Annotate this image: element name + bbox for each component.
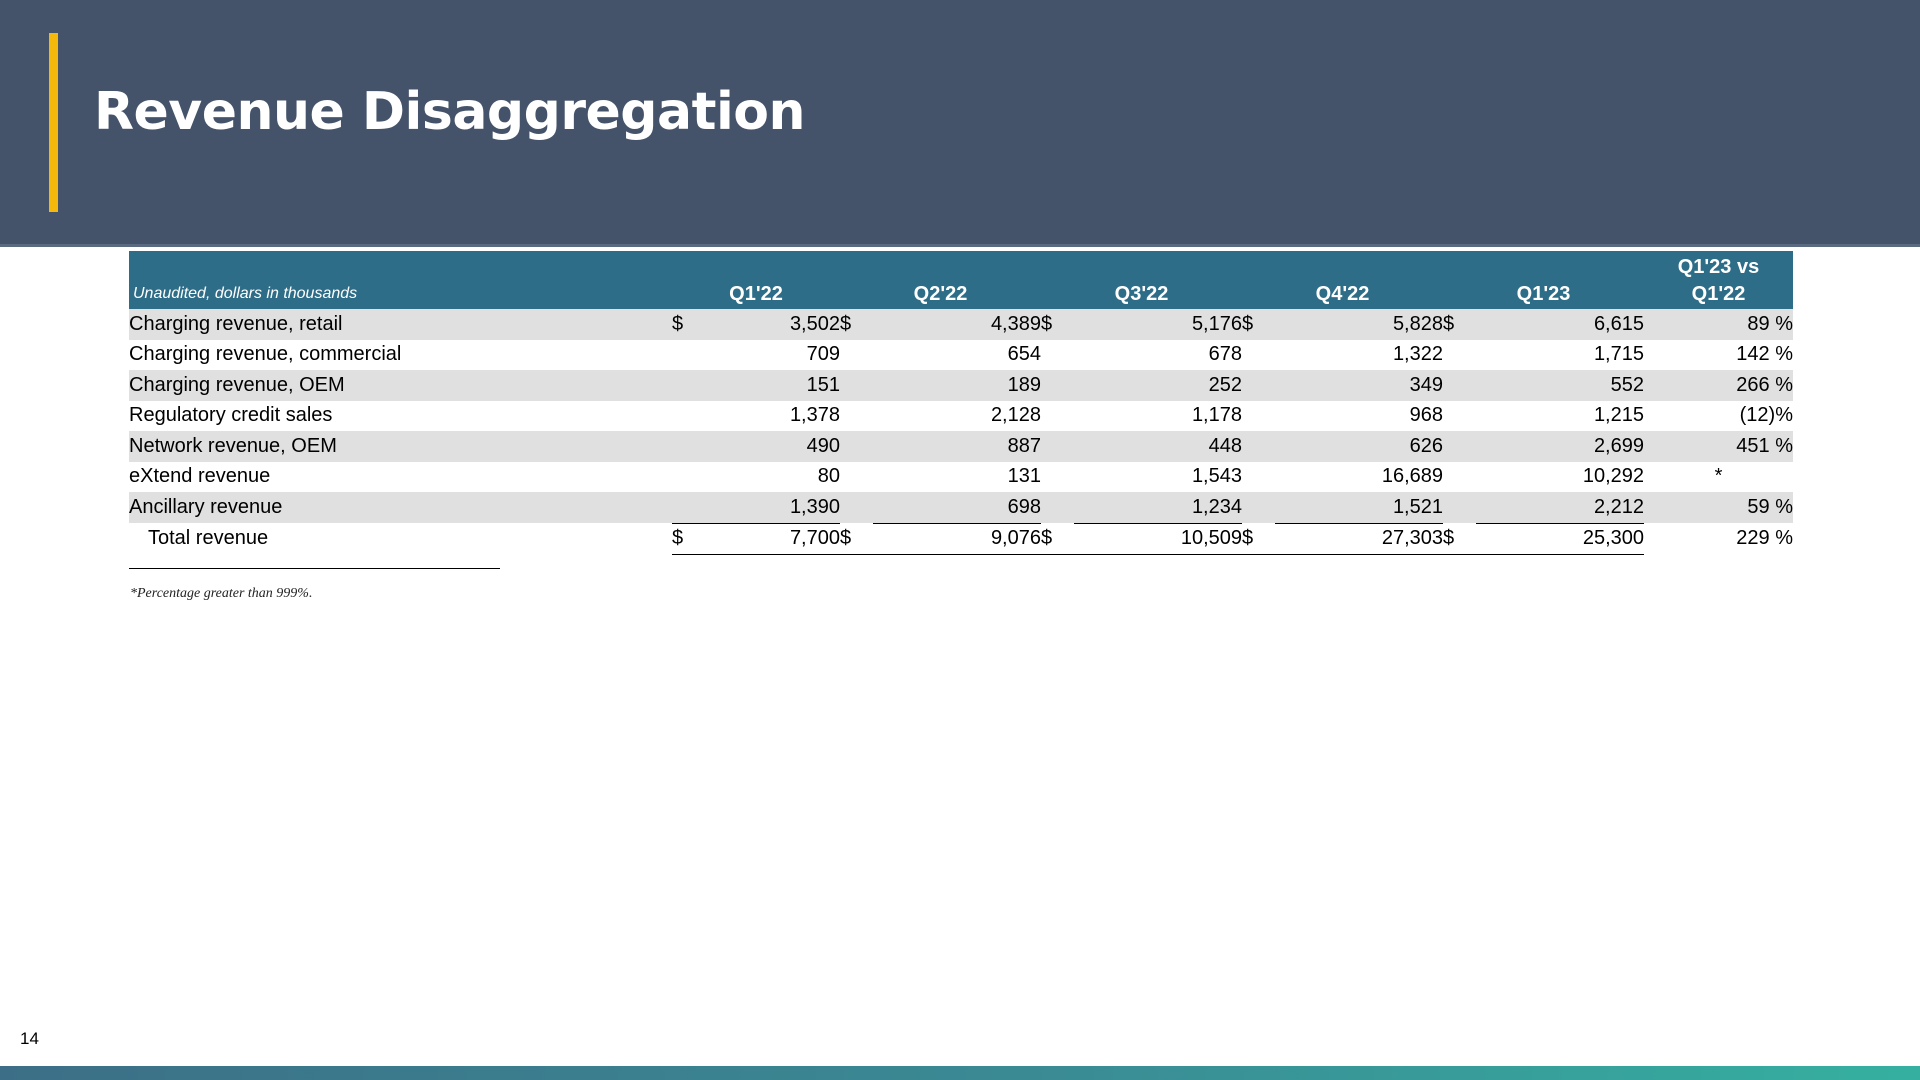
cell-value: 654 <box>1007 343 1041 366</box>
currency-symbol: $ <box>1443 309 1476 340</box>
page-number: 14 <box>20 1029 39 1048</box>
cell-value: 626 <box>1275 431 1443 462</box>
cell-value: 6,615 <box>1476 309 1644 340</box>
table-note: Unaudited, dollars in thousands <box>129 279 672 309</box>
total-value: 7,700 <box>705 523 840 555</box>
cell-value: 349 <box>1275 370 1443 401</box>
currency-symbol: $ <box>672 309 705 340</box>
cell-value: 887 <box>873 431 1041 462</box>
table-row: Charging revenue, retail $ 3,502 $ 4,389… <box>129 309 1793 340</box>
table-row: Regulatory credit sales 1,378 2,128 1,17… <box>129 401 1793 432</box>
cell-value: 1,543 <box>1191 465 1242 488</box>
currency-symbol: $ <box>1242 309 1275 340</box>
cell-value: 189 <box>873 370 1041 401</box>
slide-title: Revenue Disaggregation <box>94 82 806 142</box>
total-value: 10,509 <box>1074 523 1242 555</box>
row-label: Charging revenue, OEM <box>129 370 672 401</box>
cell-value: 698 <box>873 492 1041 524</box>
change-header-line1: Q1'23 vs <box>1644 251 1793 279</box>
currency-symbol: $ <box>1041 309 1074 340</box>
change-value: 59 % <box>1644 492 1793 523</box>
currency-symbol: $ <box>840 309 873 340</box>
total-change-value: 229 % <box>1736 527 1793 550</box>
cell-value: 5,176 <box>1074 309 1242 340</box>
currency-symbol: $ <box>840 523 873 555</box>
change-value: 89 % <box>1644 309 1793 340</box>
total-value: 9,076 <box>873 523 1041 555</box>
cell-value: 1,215 <box>1593 404 1644 427</box>
cell-value: 4,389 <box>873 309 1041 340</box>
currency-symbol: $ <box>672 523 705 555</box>
cell-value: 2,128 <box>990 404 1041 427</box>
currency-symbol: $ <box>1242 523 1275 555</box>
cell-value: 2,212 <box>1476 492 1644 524</box>
cell-value: 10,292 <box>1582 465 1644 488</box>
table-row: eXtend revenue 80 131 1,543 16,689 10,29… <box>129 462 1793 493</box>
footnote-divider <box>129 568 500 569</box>
cell-value: 151 <box>705 370 840 401</box>
cell-value: 678 <box>1208 343 1242 366</box>
column-header: Q2'22 <box>840 279 1041 309</box>
cell-value: 2,699 <box>1476 431 1644 462</box>
cell-value: 252 <box>1074 370 1242 401</box>
row-label: Ancillary revenue <box>129 492 672 523</box>
change-value: 451 % <box>1644 431 1793 462</box>
table-row: Charging revenue, OEM 151 189 252 349 55… <box>129 370 1793 401</box>
accent-bar <box>49 33 58 212</box>
cell-value: 552 <box>1476 370 1644 401</box>
total-row: Total revenue $ 7,700 $ 9,076 $ 10,509 $… <box>129 523 1793 555</box>
row-label: Charging revenue, commercial <box>129 343 402 366</box>
cell-value: 1,390 <box>705 492 840 524</box>
column-header: Q1'22 <box>672 279 840 309</box>
column-header: Q1'23 <box>1443 279 1644 309</box>
cell-value: 16,689 <box>1381 465 1443 488</box>
table-header-row-2: Unaudited, dollars in thousands Q1'22 Q2… <box>129 279 1793 309</box>
cell-value: 1,521 <box>1275 492 1443 524</box>
cell-value: 1,322 <box>1392 343 1443 366</box>
change-value: * <box>1714 465 1723 488</box>
change-header-line2: Q1'22 <box>1644 279 1793 309</box>
total-value: 27,303 <box>1275 523 1443 555</box>
column-header: Q4'22 <box>1242 279 1443 309</box>
total-label: Total revenue <box>148 527 269 550</box>
row-label: Network revenue, OEM <box>129 431 672 462</box>
change-value: 266 % <box>1644 370 1793 401</box>
table-row: Charging revenue, commercial 709 654 678… <box>129 340 1793 371</box>
cell-value: 709 <box>806 343 840 366</box>
currency-symbol: $ <box>1041 523 1074 555</box>
row-label: Regulatory credit sales <box>129 404 333 427</box>
footnote: *Percentage greater than 999%. <box>130 586 313 601</box>
cell-value: 5,828 <box>1275 309 1443 340</box>
column-header: Q3'22 <box>1041 279 1242 309</box>
cell-value: 968 <box>1409 404 1443 427</box>
cell-value: 1,715 <box>1593 343 1644 366</box>
total-value: 25,300 <box>1476 523 1644 555</box>
cell-value: 3,502 <box>705 309 840 340</box>
slide-header: Revenue Disaggregation <box>0 0 1920 247</box>
table-header-row-1: Q1'23 vs <box>129 251 1793 279</box>
cell-value: 80 <box>817 465 840 488</box>
bottom-gradient-bar <box>0 1066 1920 1080</box>
cell-value: 1,178 <box>1191 404 1242 427</box>
table-row: Ancillary revenue 1,390 698 1,234 1,521 … <box>129 492 1793 524</box>
row-label: eXtend revenue <box>129 465 271 488</box>
row-label: Charging revenue, retail <box>129 309 672 340</box>
table-row: Network revenue, OEM 490 887 448 626 2,6… <box>129 431 1793 462</box>
cell-value: 1,234 <box>1074 492 1242 524</box>
cell-value: 1,378 <box>789 404 840 427</box>
revenue-table: Q1'23 vs Unaudited, dollars in thousands… <box>129 251 1793 555</box>
cell-value: 131 <box>1007 465 1041 488</box>
cell-value: 490 <box>705 431 840 462</box>
currency-symbol: $ <box>1443 523 1476 555</box>
change-value: 142 % <box>1736 343 1793 366</box>
change-value: (12)% <box>1739 404 1793 427</box>
cell-value: 448 <box>1074 431 1242 462</box>
